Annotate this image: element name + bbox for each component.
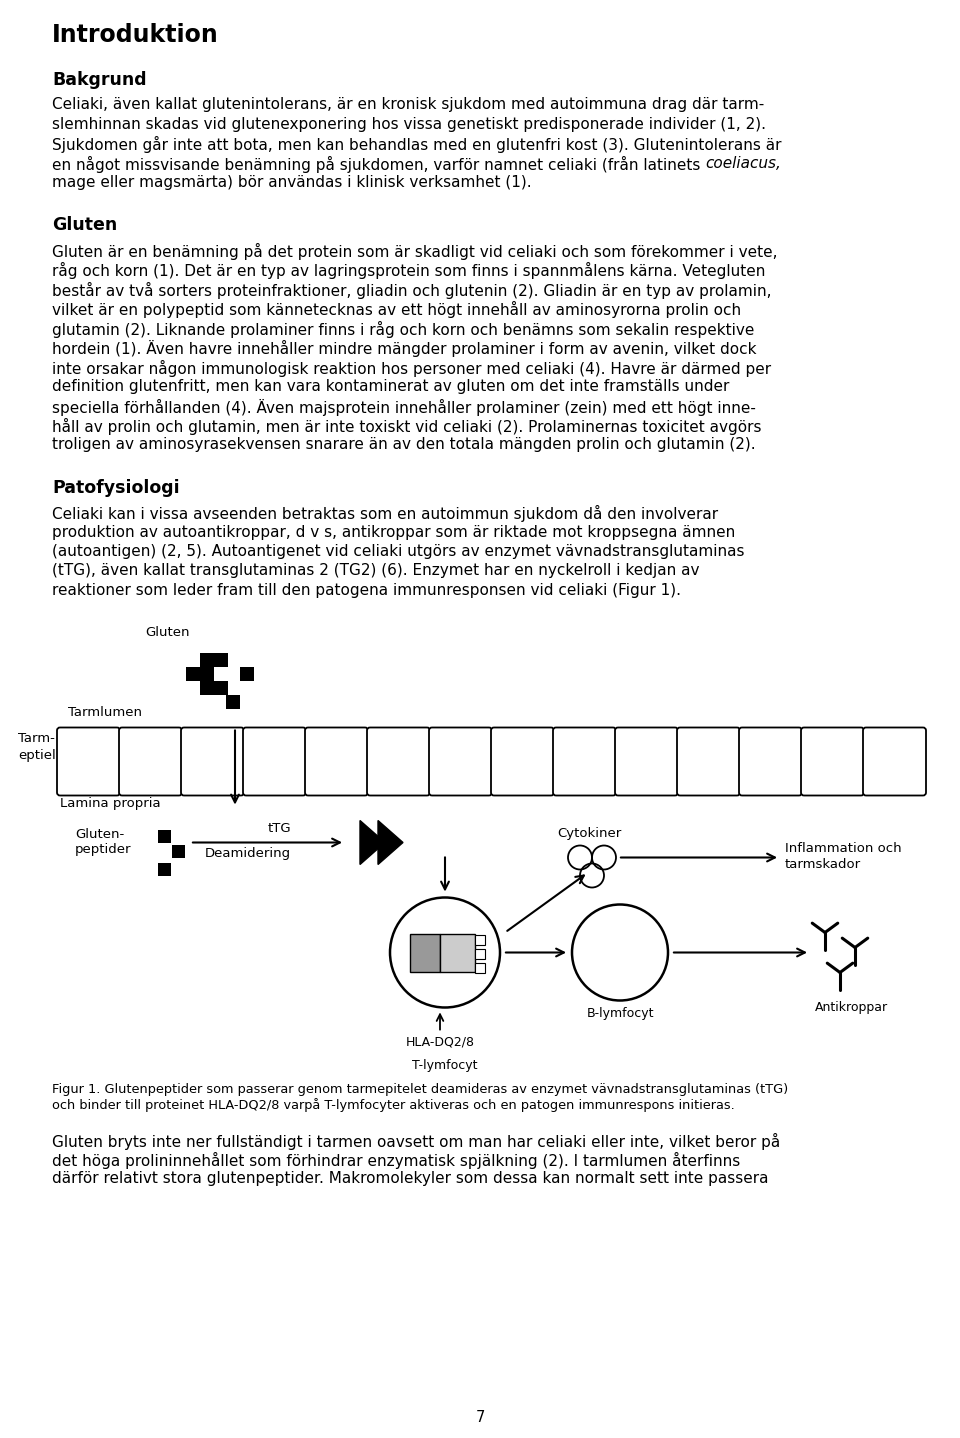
Text: coeliacus,: coeliacus, [706,155,781,171]
FancyBboxPatch shape [57,728,120,795]
Bar [410,933,440,972]
FancyBboxPatch shape [615,728,678,795]
Text: mage eller magsmärta) bör användas i klinisk verksamhet (1).: mage eller magsmärta) bör användas i kli… [52,175,532,190]
FancyBboxPatch shape [739,728,802,795]
Bar [172,844,185,857]
FancyBboxPatch shape [243,728,306,795]
Text: Deamidering: Deamidering [205,847,291,860]
Bar [158,863,171,876]
Text: Gluten: Gluten [145,626,189,638]
Text: inte orsakar någon immunologisk reaktion hos personer med celiaki (4). Havre är : inte orsakar någon immunologisk reaktion… [52,360,771,377]
Text: vilket är en polypeptid som kännetecknas av ett högt innehåll av aminosyrorna pr: vilket är en polypeptid som kännetecknas… [52,301,741,318]
Text: Celiaki, även kallat glutenintolerans, är en kronisk sjukdom med autoimmuna drag: Celiaki, även kallat glutenintolerans, ä… [52,96,764,112]
Text: Lamina propria: Lamina propria [60,798,160,811]
Text: Figur 1. Glutenpeptider som passerar genom tarmepitelet deamideras av enzymet vä: Figur 1. Glutenpeptider som passerar gen… [52,1083,788,1096]
Bar [214,680,228,695]
Circle shape [572,905,668,1001]
FancyBboxPatch shape [801,728,864,795]
Text: speciella förhållanden (4). Även majsprotein innehåller prolaminer (zein) med et: speciella förhållanden (4). Även majspro… [52,398,756,416]
Circle shape [390,897,500,1008]
Bar [475,962,485,972]
Text: Celiaki kan i vissa avseenden betraktas som en autoimmun sjukdom då den involver: Celiaki kan i vissa avseenden betraktas … [52,505,718,522]
Text: Patofysiologi: Patofysiologi [52,479,180,498]
Text: (tTG), även kallat transglutaminas 2 (TG2) (6). Enzymet har en nyckelroll i kedj: (tTG), även kallat transglutaminas 2 (TG… [52,564,700,578]
Text: det höga prolininnehållet som förhindrar enzymatisk spjälkning (2). I tarmlumen : det höga prolininnehållet som förhindrar… [52,1152,740,1169]
FancyBboxPatch shape [677,728,740,795]
Text: håll av prolin och glutamin, men är inte toxiskt vid celiaki (2). Prolaminernas : håll av prolin och glutamin, men är inte… [52,418,761,436]
FancyBboxPatch shape [305,728,368,795]
Text: består av två sorters proteinfraktioner, gliadin och glutenin (2). Gliadin är en: består av två sorters proteinfraktioner,… [52,282,772,299]
Text: Gluten: Gluten [52,217,117,234]
Text: Gluten är en benämning på det protein som är skadligt vid celiaki och som föreko: Gluten är en benämning på det protein so… [52,243,778,259]
Text: reaktioner som leder fram till den patogena immunresponsen vid celiaki (Figur 1): reaktioner som leder fram till den patog… [52,582,681,598]
Text: HLA-DQ2/8: HLA-DQ2/8 [405,1035,474,1048]
Text: glutamin (2). Liknande prolaminer finns i råg och korn och benämns som sekalin r: glutamin (2). Liknande prolaminer finns … [52,321,755,338]
Bar [475,949,485,959]
Polygon shape [360,821,385,864]
Text: och binder till proteinet HLA-DQ2/8 varpå T-lymfocyter aktiveras och en patogen : och binder till proteinet HLA-DQ2/8 varp… [52,1099,734,1113]
Text: Antikroppar: Antikroppar [815,1001,888,1014]
Text: Cytokiner: Cytokiner [557,827,621,840]
Text: tTG: tTG [268,823,292,835]
Text: definition glutenfritt, men kan vara kontaminerat av gluten om det inte framstäl: definition glutenfritt, men kan vara kon… [52,380,730,394]
FancyBboxPatch shape [429,728,492,795]
Text: produktion av autoantikroppar, d v s, antikroppar som är riktade mot kroppsegna : produktion av autoantikroppar, d v s, an… [52,525,735,539]
FancyBboxPatch shape [863,728,926,795]
Text: Gluten-
peptider: Gluten- peptider [75,827,132,857]
Text: Introduktion: Introduktion [52,23,219,47]
Text: B-lymfocyt: B-lymfocyt [587,1008,654,1021]
Text: Inflammation och
tarmskador: Inflammation och tarmskador [785,843,901,871]
Bar [214,653,228,666]
Text: Sjukdomen går inte att bota, men kan behandlas med en glutenfri kost (3). Gluten: Sjukdomen går inte att bota, men kan beh… [52,137,781,152]
Bar [475,935,485,945]
Text: Gluten bryts inte ner fullständigt i tarmen oavsett om man har celiaki eller int: Gluten bryts inte ner fullständigt i tar… [52,1133,780,1149]
Text: råg och korn (1). Det är en typ av lagringsprotein som finns i spannmålens kärna: råg och korn (1). Det är en typ av lagri… [52,262,765,279]
Bar [440,933,475,972]
FancyBboxPatch shape [181,728,244,795]
Text: Tarmlumen: Tarmlumen [68,706,142,719]
FancyBboxPatch shape [367,728,430,795]
Bar [226,695,240,709]
Polygon shape [378,821,403,864]
Text: Tarm-
eptiel: Tarm- eptiel [18,732,56,762]
Text: (autoantigen) (2, 5). Autoantigenet vid celiaki utgörs av enzymet vävnadstransgl: (autoantigen) (2, 5). Autoantigenet vid … [52,544,745,559]
Bar [240,666,254,680]
Bar [200,666,214,680]
Text: hordein (1). Även havre innehåller mindre mängder prolaminer i form av avenin, v: hordein (1). Även havre innehåller mindr… [52,339,756,357]
FancyBboxPatch shape [491,728,554,795]
Text: därför relativt stora glutenpeptider. Makromolekyler som dessa kan normalt sett : därför relativt stora glutenpeptider. Ma… [52,1172,769,1186]
Bar [200,680,214,695]
Text: en något missvisande benämning på sjukdomen, varför namnet celiaki (från latinet: en något missvisande benämning på sjukdo… [52,155,706,173]
FancyBboxPatch shape [553,728,616,795]
Bar [200,653,214,666]
Text: T-lymfocyt: T-lymfocyt [412,1060,478,1073]
Text: slemhinnan skadas vid glutenexponering hos vissa genetiskt predisponerade indivi: slemhinnan skadas vid glutenexponering h… [52,116,766,131]
Text: troligen av aminosyrasekvensen snarare än av den totala mängden prolin och gluta: troligen av aminosyrasekvensen snarare ä… [52,437,756,453]
Text: 7: 7 [475,1411,485,1425]
FancyBboxPatch shape [119,728,182,795]
Text: Bakgrund: Bakgrund [52,70,147,89]
Bar [186,666,200,680]
Bar [158,830,171,843]
